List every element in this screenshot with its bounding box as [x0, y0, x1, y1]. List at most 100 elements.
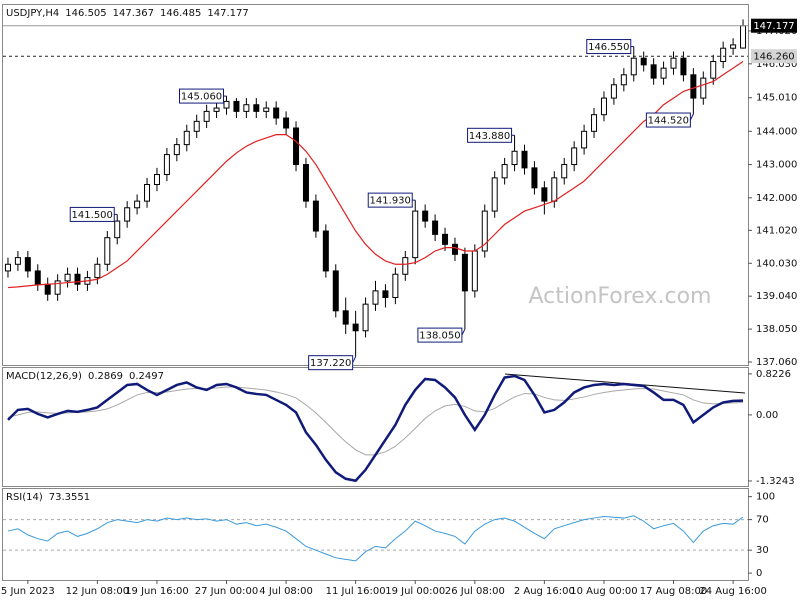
y-tick-label: 139.040	[756, 291, 797, 302]
y-tick-label: 146.030	[756, 59, 797, 70]
rsi-panel	[2, 488, 749, 581]
candle-body	[134, 200, 141, 209]
candle-body	[730, 44, 737, 49]
candle-body	[690, 74, 697, 99]
moving-average	[7, 61, 744, 289]
candle-body	[163, 154, 170, 176]
x-tick-label: 24 Aug 16:00	[699, 586, 766, 597]
y-tick-label: 30	[756, 545, 769, 556]
candle-body	[44, 283, 51, 295]
candle-body	[372, 290, 379, 305]
y-tick-label: 0.8226	[756, 369, 791, 380]
candle-body	[461, 253, 468, 292]
candle-body	[571, 147, 578, 166]
annotation-label: 141.500	[72, 210, 113, 221]
candle-body	[312, 200, 319, 232]
y-tick-label: -1.3243	[756, 476, 795, 487]
price-box	[751, 49, 797, 64]
candle-body	[342, 310, 349, 325]
candle-body	[481, 210, 488, 252]
candle-body	[253, 104, 260, 112]
candle-body	[700, 77, 707, 99]
candle-body	[660, 67, 667, 79]
x-tick-label: 19 Jun 16:00	[125, 586, 189, 597]
panel-title: RSI(14) 73.3551	[6, 492, 90, 503]
price-panel	[2, 4, 749, 366]
x-tick-label: 26 Jul 08:00	[445, 586, 505, 597]
y-tick-label: 0.00	[756, 410, 778, 421]
candle-body	[223, 100, 230, 109]
candle-body	[94, 263, 101, 279]
candle-body	[412, 210, 419, 259]
indicator-value: 0.2869	[88, 371, 123, 382]
annotation-label: 145.060	[181, 92, 222, 103]
candle-body	[630, 57, 637, 76]
y-tick-label: 70	[756, 515, 769, 526]
indicator-line	[7, 386, 744, 456]
candle-body	[531, 167, 538, 189]
candle-body	[471, 250, 478, 292]
x-tick-label: 12 Jun 08:00	[66, 586, 130, 597]
candle-body	[4, 263, 11, 272]
candle-body	[14, 257, 21, 265]
x-tick-label: 5 Jun 2023	[1, 586, 55, 597]
last-price-box	[751, 18, 797, 33]
candle-body	[670, 57, 677, 69]
annotation-label: 138.050	[419, 331, 460, 342]
indicator-line	[7, 515, 744, 562]
candle-body	[24, 257, 31, 272]
macd-panel	[2, 367, 749, 487]
y-tick-label: 141.020	[756, 225, 797, 236]
price-line-label: 146.260	[753, 52, 794, 63]
indicator-value: 146.485	[160, 8, 201, 19]
candle-body	[710, 61, 717, 79]
y-tick-label: 137.060	[756, 357, 797, 368]
x-tick-label: 19 Jul 00:00	[385, 586, 445, 597]
watermark: ActionForex.com	[529, 284, 712, 309]
indicator-value: 147.177	[207, 8, 248, 19]
candle-body	[114, 220, 121, 239]
candle-body	[153, 174, 160, 186]
candle-body	[591, 114, 598, 132]
candle-body	[382, 290, 389, 299]
x-tick-label: 2 Aug 16:00	[514, 586, 575, 597]
candle-body	[74, 273, 81, 285]
candle-body	[243, 104, 250, 112]
candle-body	[600, 97, 607, 116]
candle-body	[640, 57, 647, 66]
candle-body	[521, 150, 528, 169]
candle-body	[293, 127, 300, 166]
indicator-line	[7, 374, 744, 483]
candle-body	[581, 130, 588, 149]
y-tick-label: 144.000	[756, 126, 797, 137]
candle-body	[541, 187, 548, 202]
candle-body	[213, 107, 220, 112]
candle-body	[740, 25, 747, 49]
indicator-name: RSI(14)	[6, 492, 43, 503]
candle-body	[511, 150, 518, 166]
annotation-label: 141.930	[370, 196, 411, 207]
candle-body	[610, 84, 617, 99]
candle-body	[283, 117, 290, 129]
panel-title: MACD(12,26,9) 0.2869 0.2497	[6, 371, 164, 382]
candle-body	[144, 184, 151, 202]
annotation-box	[645, 112, 691, 128]
annotation-box	[417, 327, 463, 343]
x-tick-label: 10 Aug 00:00	[570, 586, 637, 597]
annotation-label: 144.520	[648, 116, 689, 127]
candle-body	[332, 270, 339, 312]
y-tick-label: 0	[756, 568, 762, 579]
candle-body	[422, 210, 429, 222]
candle-body	[491, 177, 498, 212]
candle-body	[64, 273, 71, 282]
candle-body	[432, 220, 439, 235]
candle-body	[183, 130, 190, 146]
candle-body	[273, 107, 280, 119]
annotation-box	[308, 355, 354, 371]
y-tick-label: 138.050	[756, 324, 797, 335]
candle-body	[302, 164, 309, 202]
annotation-box	[367, 192, 413, 208]
annotation-box	[586, 39, 632, 55]
